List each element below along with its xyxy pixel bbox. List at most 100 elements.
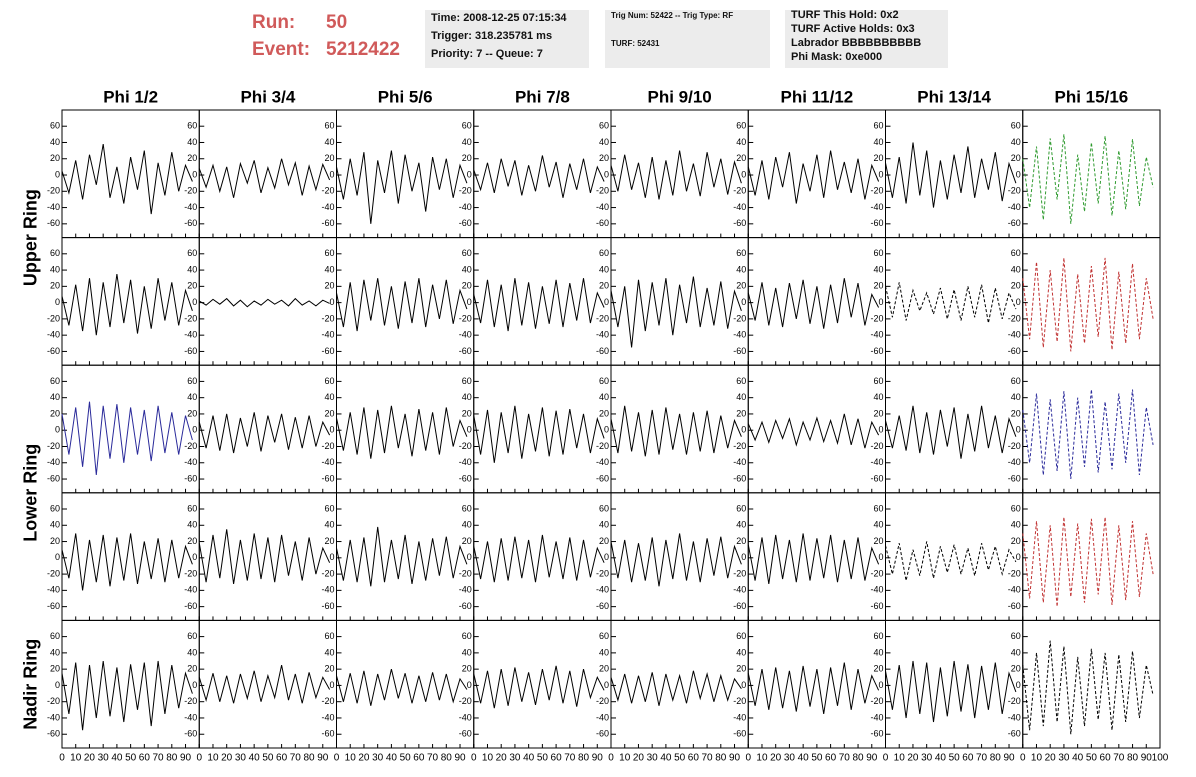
x-tick-label: 0 [608,753,614,764]
y-tick-label: 60 [462,376,472,386]
y-tick-label: -20 [321,441,334,451]
waveform [610,150,742,200]
waveform [747,150,880,204]
y-tick-label: 60 [50,248,60,258]
x-tick-label: 0 [334,753,340,764]
y-tick-label: -20 [459,313,472,323]
y-tick-label: 60 [873,631,883,641]
y-tick-label: 20 [324,153,334,163]
y-tick-label: 40 [187,647,197,657]
y-tick-label: 60 [187,503,197,513]
x-tick-label: 60 [1100,753,1112,764]
y-tick-label: -20 [1008,696,1021,706]
y-tick-label: 40 [324,264,334,274]
x-tick-label: 40 [249,753,261,764]
column-title: Phi 7/8 [515,87,570,106]
y-tick-label: 60 [50,376,60,386]
y-tick-label: -20 [733,696,746,706]
waveform [61,274,193,336]
y-tick-label: -20 [47,313,60,323]
y-tick-label: -40 [321,202,334,212]
x-tick-label: 30 [647,753,659,764]
y-tick-label: -60 [184,729,197,739]
y-tick-label: 0 [878,169,883,179]
panel-frame [747,364,886,494]
x-tick-label: 50 [262,753,274,764]
y-tick-label: 20 [50,664,60,674]
x-tick-label: 60 [962,753,974,764]
y-tick-label: 20 [736,281,746,291]
column-title: Phi 9/10 [647,87,711,106]
y-tick-label: -40 [733,712,746,722]
y-tick-label: 60 [324,631,334,641]
waveform [336,278,468,332]
waveform [336,526,468,587]
y-tick-label: 20 [462,153,472,163]
y-tick-label: -20 [733,568,746,578]
y-tick-label: 20 [324,664,334,674]
y-tick-label: -40 [321,457,334,467]
y-tick-label: 20 [736,153,746,163]
x-tick-label: 30 [509,753,521,764]
y-tick-label: 60 [324,376,334,386]
y-tick-label: 40 [1011,264,1021,274]
y-tick-label: 60 [599,248,609,258]
y-tick-label: -20 [459,186,472,196]
panel-frame [610,619,749,749]
y-tick-label: -40 [1008,712,1021,722]
event-label: Event: [252,39,310,60]
y-tick-label: 20 [462,281,472,291]
y-tick-label: 40 [462,647,472,657]
y-tick-label: 20 [187,536,197,546]
y-tick-label: -20 [47,441,60,451]
x-tick-label: 60 [413,753,425,764]
y-tick-label: -40 [184,712,197,722]
y-tick-label: -40 [596,712,609,722]
y-tick-label: 60 [1011,376,1021,386]
y-tick-label: -60 [596,218,609,228]
y-tick-label: 20 [324,408,334,418]
y-tick-label: 0 [329,425,334,435]
panel-frame [610,109,749,239]
panel-frame [473,619,612,749]
y-tick-label: -20 [47,568,60,578]
x-tick-label: 60 [825,753,837,764]
y-tick-label: 20 [1011,664,1021,674]
y-tick-label: -40 [870,712,883,722]
waveform [747,662,880,714]
info-box [425,10,589,68]
y-tick-label: -60 [459,729,472,739]
y-tick-label: 60 [736,503,746,513]
panel-frame [198,492,337,621]
y-tick-label: 20 [187,664,197,674]
panel-frame [336,619,475,749]
y-tick-label: 40 [50,392,60,402]
y-tick-label: 20 [462,664,472,674]
x-tick-label: 20 [358,753,370,764]
x-tick-label: 70 [1113,753,1125,764]
y-tick-label: -20 [184,696,197,706]
column-title: Phi 11/12 [780,87,853,106]
panel-frame [198,109,337,239]
y-tick-label: 20 [599,536,609,546]
y-tick-label: 20 [1011,536,1021,546]
y-tick-label: -20 [733,313,746,323]
panel-frame [61,492,200,621]
info-line: Phi Mask: 0xe000 [791,51,882,63]
y-tick-label: 20 [599,664,609,674]
y-tick-label: 60 [324,121,334,131]
panel-frame [747,619,886,749]
waveform [336,405,468,459]
y-tick-label: -40 [184,585,197,595]
y-tick-label: -40 [1008,585,1021,595]
y-tick-label: -60 [184,473,197,483]
panel-frame [885,619,1024,749]
waveform [1022,389,1154,480]
y-tick-label: 60 [324,248,334,258]
x-tick-label: 80 [578,753,590,764]
y-tick-label: -20 [184,313,197,323]
waveform [473,534,605,583]
x-tick-label: 50 [674,753,686,764]
y-tick-label: -20 [459,441,472,451]
